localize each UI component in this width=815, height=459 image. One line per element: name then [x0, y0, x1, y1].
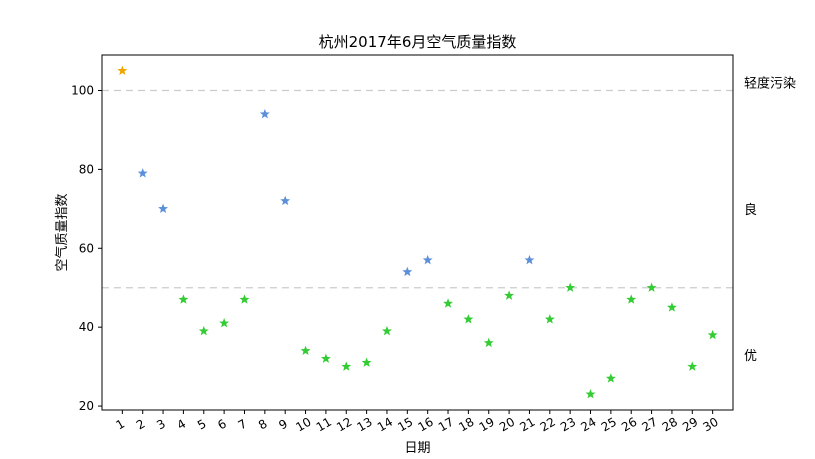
x-axis-title: 日期	[404, 441, 430, 456]
x-tick-label: 26	[619, 415, 639, 435]
data-point	[361, 357, 372, 367]
y-tick-label: 40	[79, 320, 94, 334]
y-tick-label: 100	[71, 84, 94, 98]
data-point	[320, 353, 331, 363]
data-point	[443, 298, 453, 308]
x-tick-label: 16	[416, 415, 436, 435]
band-label: 优	[744, 349, 757, 364]
data-point	[341, 361, 352, 371]
data-point	[117, 65, 128, 75]
data-point	[626, 294, 637, 304]
data-point	[259, 108, 270, 119]
y-tick-label: 60	[79, 241, 94, 255]
x-tick-label: 8	[256, 417, 270, 433]
x-tick-label: 14	[375, 415, 395, 435]
data-point	[280, 195, 291, 206]
x-tick-label: 20	[497, 415, 517, 435]
band-label: 轻度污染	[744, 76, 796, 92]
x-tick-label: 18	[456, 415, 476, 435]
x-tick-label: 11	[314, 415, 334, 435]
x-tick-label: 19	[477, 415, 497, 435]
data-point	[178, 294, 189, 304]
x-tick-label: 2	[134, 417, 148, 433]
data-point	[483, 337, 494, 348]
x-tick-label: 17	[436, 415, 456, 435]
data-point	[198, 325, 209, 336]
data-point	[382, 325, 392, 336]
x-tick-label: 28	[660, 415, 680, 435]
data-point	[666, 302, 677, 312]
y-axis-title: 空气质量指数	[54, 193, 70, 271]
chart-title: 杭州2017年6月空气质量指数	[319, 33, 517, 51]
x-tick-label: 3	[154, 417, 168, 433]
x-axis: 1 2 3 4 5 6 7 8 9 10 11 12 13 14 15 16 17 18 19 20 21 22 23 24 2…	[114, 410, 721, 434]
x-tick-label: 1	[114, 417, 128, 433]
x-tick-label: 4	[175, 417, 189, 433]
y-tick-label: 80	[79, 162, 94, 176]
x-tick-label: 27	[639, 415, 659, 435]
data-point	[565, 282, 576, 292]
y-tick-label: 20	[79, 399, 94, 413]
data-point	[239, 294, 250, 304]
x-tick-label: 15	[395, 415, 415, 435]
data-point	[402, 266, 413, 277]
x-tick-label: 22	[538, 415, 558, 435]
x-tick-label: 5	[195, 417, 209, 433]
x-tick-label: 7	[236, 417, 250, 433]
x-tick-label: 21	[517, 415, 537, 435]
x-tick-label: 24	[578, 415, 598, 435]
data-point	[687, 361, 698, 371]
data-point	[646, 282, 657, 292]
x-tick-label: 29	[680, 415, 700, 435]
x-tick-label: 30	[701, 415, 721, 435]
x-tick-label: 10	[293, 415, 313, 435]
x-tick-label: 23	[558, 415, 578, 435]
band-label: 良	[744, 202, 757, 218]
data-point	[544, 314, 555, 324]
threshold-lines	[102, 89, 733, 289]
x-tick-label: 25	[599, 415, 619, 435]
data-point	[300, 345, 311, 356]
data-point	[504, 290, 515, 300]
x-tick-label: 13	[354, 415, 374, 435]
data-point	[422, 254, 433, 265]
x-tick-label: 9	[276, 417, 290, 433]
x-tick-label: 12	[334, 415, 354, 435]
data-point	[707, 329, 718, 340]
data-point	[524, 254, 535, 265]
data-point	[605, 373, 616, 383]
x-tick-label: 6	[215, 417, 229, 433]
plot-frame	[101, 54, 734, 411]
data-point	[158, 203, 169, 214]
data-point	[219, 318, 230, 328]
data-points	[117, 65, 718, 399]
data-point	[137, 168, 148, 178]
y-axis: 20 40 60 80 100	[71, 84, 102, 413]
data-point	[585, 389, 596, 399]
data-point	[463, 314, 474, 324]
